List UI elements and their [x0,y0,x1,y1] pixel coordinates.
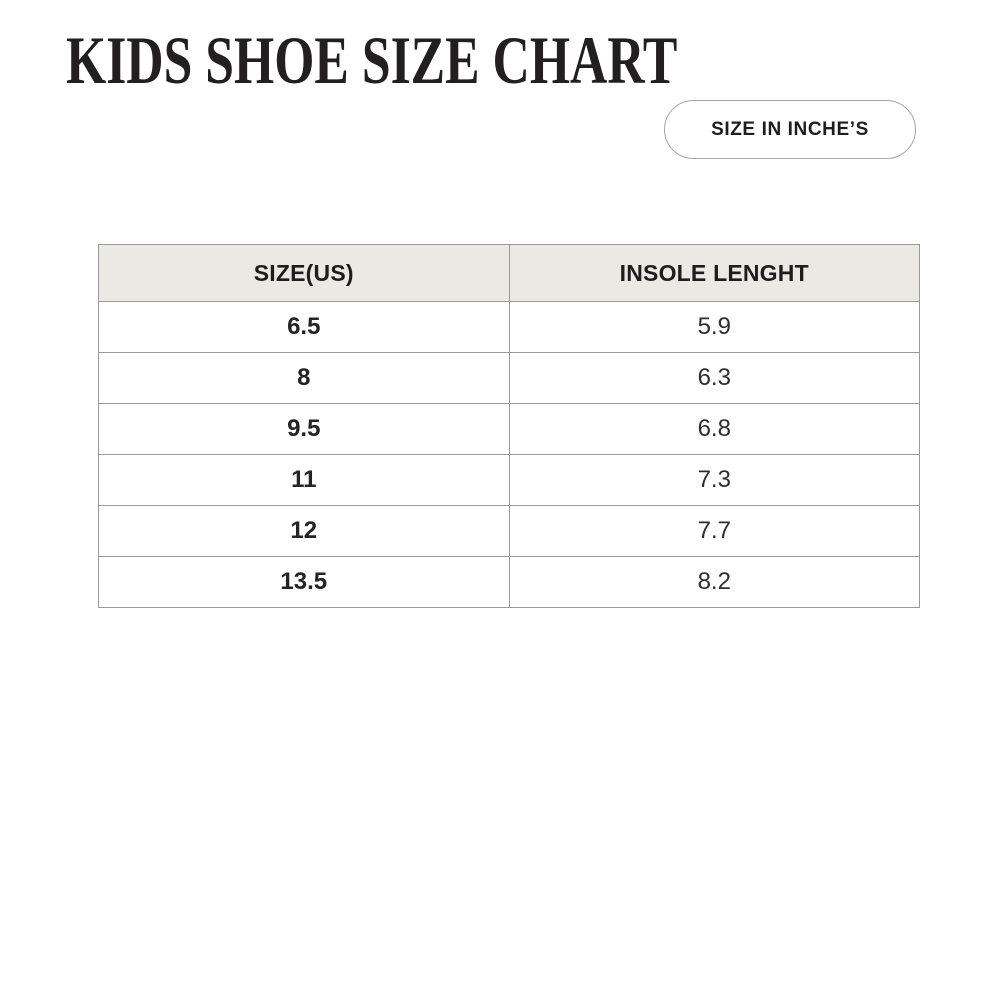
size-us-cell: 13.5 [98,556,510,608]
insole-length-cell: 6.8 [508,403,920,455]
size-us-cell: 11 [98,454,510,506]
size-unit-button[interactable]: SIZE IN INCHE’S [664,100,916,159]
size-us-cell: 9.5 [98,403,510,455]
size-unit-button-label: SIZE IN INCHE’S [711,118,869,140]
table-row: 13.5 8.2 [98,556,920,608]
table-row: 6.5 5.9 [98,301,920,353]
header-row: SIZE(US) INSOLE LENGHT [98,244,920,302]
size-chart-table: SIZE(US) INSOLE LENGHT 6.5 5.9 8 6.3 9.5… [98,244,920,608]
table-row: 11 7.3 [98,454,920,506]
size-us-cell: 8 [98,352,510,404]
column-header-size-us: SIZE(US) [98,244,510,302]
table-row: 8 6.3 [98,352,920,404]
size-us-cell: 12 [98,505,510,557]
insole-length-cell: 7.7 [508,505,920,557]
size-us-cell: 6.5 [98,301,510,353]
insole-length-cell: 7.3 [508,454,920,506]
insole-length-cell: 6.3 [508,352,920,404]
page-title: KIDS SHOE SIZE CHART [66,22,678,98]
table-row: 9.5 6.8 [98,403,920,455]
insole-length-cell: 8.2 [508,556,920,608]
table-row: 12 7.7 [98,505,920,557]
insole-length-cell: 5.9 [508,301,920,353]
column-header-insole-length: INSOLE LENGHT [508,244,920,302]
